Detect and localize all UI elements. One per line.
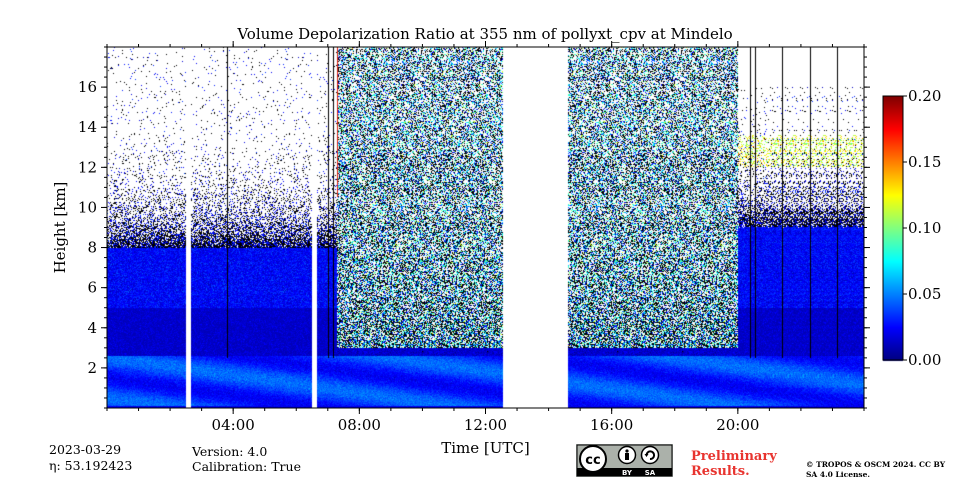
- y-axis-label: Height [km]: [51, 182, 69, 274]
- x-tick-label: 12:00: [464, 416, 507, 434]
- version-label: Version: 4.0: [192, 444, 268, 459]
- colorbar-tick-label: 0.00: [908, 351, 941, 369]
- svg-text:cc: cc: [585, 453, 600, 468]
- x-tick-label: 16:00: [590, 416, 633, 434]
- y-tick-label: 10: [78, 198, 97, 216]
- copyright-notice: © TROPOS & OSCM 2024. CC BY SA 4.0 Licen…: [806, 460, 946, 479]
- colorbar-tick-label: 0.20: [908, 87, 941, 105]
- y-tick-label: 14: [78, 118, 97, 136]
- chart-title: Volume Depolarization Ratio at 355 nm of…: [237, 25, 733, 43]
- y-tick-label: 6: [87, 279, 97, 297]
- y-tick-label: 2: [87, 359, 97, 377]
- y-tick-label: 12: [78, 158, 97, 176]
- colorbar-frame: [882, 95, 904, 361]
- date-label: 2023-03-29: [49, 442, 122, 457]
- eta-label: η: 53.192423: [49, 458, 133, 473]
- preliminary-results-label: Preliminary Results.: [691, 449, 777, 479]
- svg-text:BY: BY: [622, 469, 633, 477]
- x-tick-label: 04:00: [212, 416, 255, 434]
- cc-license-badge: cc BY SA: [576, 444, 673, 477]
- plot-frame: [106, 46, 865, 409]
- x-tick-label: 08:00: [338, 416, 381, 434]
- attribution-icon: [617, 445, 637, 465]
- y-tick-label: 4: [87, 319, 97, 337]
- share-alike-icon: [640, 445, 660, 465]
- y-tick-label: 8: [87, 239, 97, 257]
- svg-text:SA: SA: [645, 469, 656, 477]
- colorbar-tick-label: 0.05: [908, 285, 941, 303]
- x-axis-label: Time [UTC]: [441, 439, 530, 457]
- calibration-label: Calibration: True: [192, 459, 301, 474]
- colorbar-tick-label: 0.10: [908, 219, 941, 237]
- colorbar-tick-label: 0.15: [908, 153, 941, 171]
- creative-commons-icon: cc: [579, 445, 607, 473]
- x-tick-label: 20:00: [716, 416, 759, 434]
- y-tick-label: 16: [78, 78, 97, 96]
